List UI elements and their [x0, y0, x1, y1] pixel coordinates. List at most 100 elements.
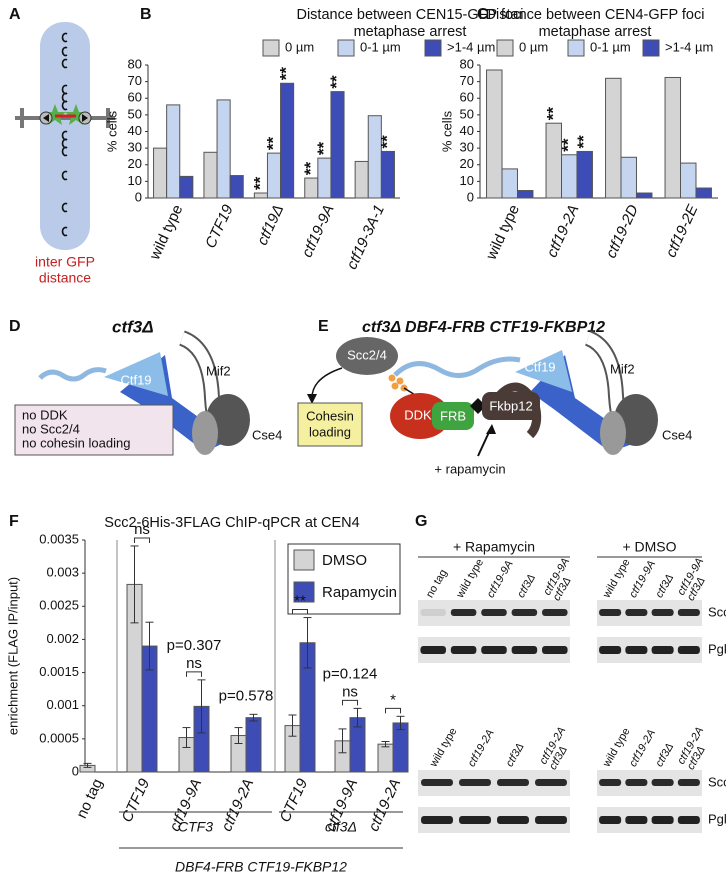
x-tick-label: no tag: [73, 776, 106, 821]
lane-label: ctf3Δ: [515, 572, 538, 600]
band: [450, 646, 477, 654]
legend-label: 0-1 µm: [590, 39, 631, 54]
y-tick-label: 70: [460, 73, 474, 88]
significance: **: [277, 67, 296, 81]
label: DDK: [404, 407, 432, 422]
panel-label: C: [477, 6, 489, 23]
band: [651, 779, 674, 786]
lane-label: ctf3Δ: [653, 572, 676, 600]
band: [625, 779, 648, 786]
significance: **: [250, 176, 269, 190]
label: Cse4: [662, 427, 692, 442]
y-tick-label: 20: [128, 156, 142, 171]
y-tick-label: 30: [128, 140, 142, 155]
bar: [245, 717, 262, 773]
panel-label: F: [9, 513, 19, 530]
band: [459, 816, 491, 824]
x-tick-label: CTF19: [276, 776, 311, 825]
bar: [280, 82, 295, 199]
bar: [380, 150, 395, 199]
band: [542, 646, 568, 654]
band: [677, 816, 700, 824]
band: [420, 609, 446, 616]
band: [511, 609, 538, 616]
label: Cse4: [252, 427, 282, 442]
bar: [620, 156, 637, 199]
y-tick-label: 40: [460, 123, 474, 138]
band: [677, 779, 700, 786]
significance: ns: [186, 655, 202, 672]
bar: [354, 160, 369, 199]
band: [651, 609, 674, 616]
y-tick-label: 50: [128, 106, 142, 121]
legend-label: >1-4 µm: [447, 39, 495, 54]
legend-swatch: [337, 39, 355, 57]
y-tick-label: 0.0005: [39, 730, 79, 745]
significance: **: [543, 107, 562, 121]
lane-label: ctf19-2A: [466, 727, 497, 768]
band: [625, 609, 648, 616]
significance: **: [377, 135, 396, 149]
panel-label: D: [9, 318, 21, 335]
x-tick-label: CTF19: [118, 776, 153, 825]
bracket: [385, 707, 401, 714]
bar: [695, 187, 712, 199]
bar: [153, 147, 168, 199]
x-tick-label: ctf19-2D: [603, 202, 642, 261]
legend-swatch: [293, 581, 315, 603]
x-tick-label: ctf19-3A-1: [343, 202, 388, 272]
bar: [330, 91, 345, 199]
bar: [317, 157, 332, 199]
legend-label: DMSO: [322, 552, 367, 569]
y-tick-label: 0.003: [46, 565, 79, 580]
label: + rapamycin: [434, 461, 505, 476]
lane-label: ctf3Δ: [653, 572, 676, 600]
chart-title: metaphase arrest: [354, 24, 467, 40]
bar: [561, 154, 578, 199]
caption: inter GFP: [35, 254, 95, 270]
group-label: ctf3Δ: [325, 819, 357, 835]
y-axis-label: % cells: [104, 110, 119, 152]
box-text: Cohesin: [306, 408, 354, 423]
band: [450, 609, 477, 616]
significance: **: [574, 135, 593, 149]
band: [535, 779, 567, 786]
band: [625, 816, 648, 824]
lane-label: ctf19-2A: [466, 727, 497, 768]
blot-header: + DMSO: [622, 539, 676, 555]
label: Ctf19: [524, 359, 555, 374]
y-tick-label: 40: [128, 123, 142, 138]
band: [535, 816, 567, 824]
bracket: [186, 671, 202, 677]
bar: [576, 150, 593, 199]
y-axis-label: enrichment (FLAG IP/input): [5, 577, 20, 735]
bracket: [292, 609, 308, 615]
label: Scc2/4: [347, 347, 387, 362]
significance: **: [294, 593, 306, 610]
lane-label: no tag: [424, 567, 450, 599]
bar: [680, 162, 697, 199]
bar: [166, 104, 181, 199]
lane-label: no tag: [424, 567, 450, 599]
band: [421, 779, 453, 786]
band-label: Scc2: [708, 774, 726, 789]
legend-swatch: [642, 39, 660, 57]
p-value: p=0.578: [219, 687, 274, 704]
y-tick-label: 0.0025: [39, 598, 79, 613]
band: [599, 816, 622, 824]
lane-label: ctf3Δ: [504, 741, 527, 769]
group-label: CTF3: [178, 819, 213, 835]
bar: [179, 175, 194, 199]
y-tick-label: 0: [467, 189, 474, 204]
bar: [605, 77, 622, 199]
band: [481, 609, 507, 616]
y-tick-label: 0.0035: [39, 531, 79, 546]
bracket: [134, 537, 150, 543]
significance: **: [314, 141, 333, 155]
p-value: p=0.124: [323, 665, 378, 682]
x-tick-label: ctf19-2A: [218, 776, 257, 834]
band: [481, 646, 507, 654]
